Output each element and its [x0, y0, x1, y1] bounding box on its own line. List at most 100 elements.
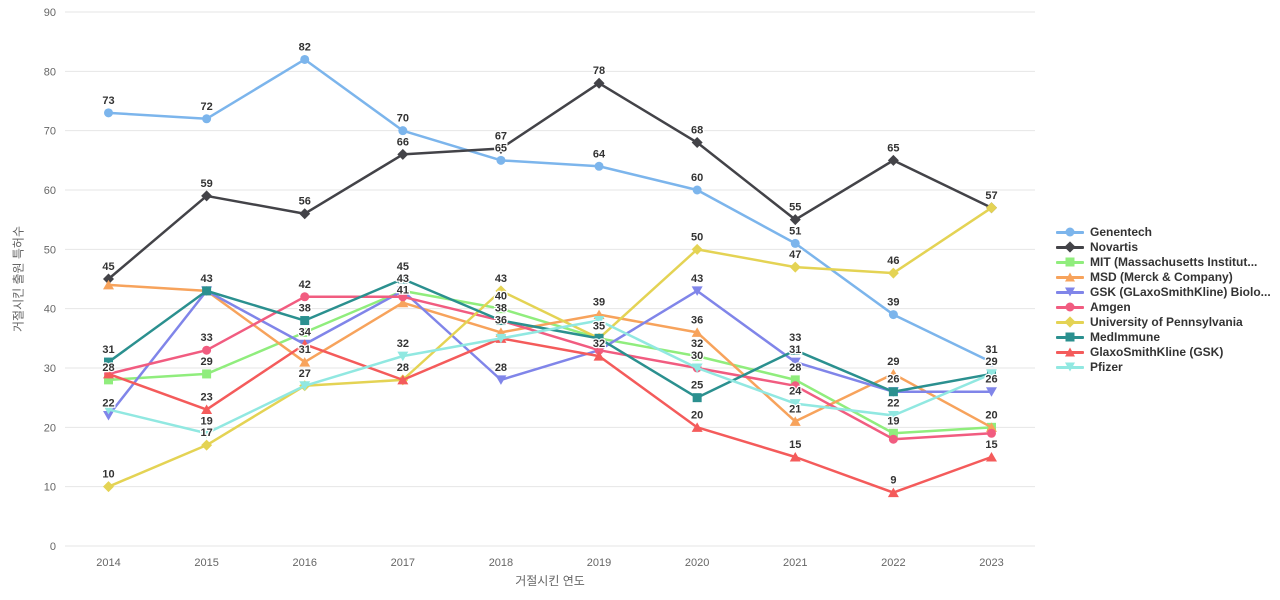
data-point-s0-x2022[interactable]	[888, 310, 898, 320]
data-point-s2-x2020[interactable]	[692, 351, 702, 361]
data-point-s1-x2018[interactable]	[495, 142, 507, 154]
data-point-s8-x2019[interactable]	[593, 351, 605, 361]
data-point-s9-x2022[interactable]	[887, 410, 899, 421]
data-point-s6-x2022[interactable]	[887, 267, 899, 279]
data-point-s2-x2018[interactable]	[496, 304, 506, 314]
data-point-s4-x2021[interactable]	[789, 357, 801, 368]
data-label-s0-x2022: 39	[887, 297, 899, 309]
data-point-s5-x2017[interactable]	[398, 292, 408, 302]
data-point-s9-x2015[interactable]	[201, 428, 213, 439]
data-point-s5-x2022[interactable]	[888, 434, 898, 444]
data-label-s2-x2020: 32	[691, 338, 703, 350]
data-point-s9-x2018[interactable]	[495, 333, 507, 344]
data-point-s0-x2019[interactable]	[594, 161, 604, 171]
data-point-s8-x2014[interactable]	[103, 368, 114, 379]
data-point-s4-x2014[interactable]	[103, 410, 114, 421]
data-point-s3-x2022[interactable]	[887, 368, 899, 379]
data-point-s0-x2018[interactable]	[496, 155, 506, 165]
data-label-s9-x2017: 32	[397, 338, 409, 350]
legend-item-7[interactable]: MedImmune	[1056, 329, 1271, 344]
data-point-s6-x2021[interactable]	[789, 261, 801, 273]
data-label-s3-x2020: 36	[691, 314, 703, 326]
legend-item-6[interactable]: University of Pennsylvania	[1056, 314, 1271, 329]
legend-item-0[interactable]: Genentech	[1056, 224, 1271, 239]
data-point-s8-x2017[interactable]	[397, 374, 409, 385]
data-point-s5-x2016[interactable]	[300, 292, 310, 302]
data-point-s4-x2020[interactable]	[691, 286, 703, 296]
data-point-s9-x2020[interactable]	[691, 363, 703, 374]
data-point-s1-x2022[interactable]	[887, 154, 899, 166]
data-point-s7-x2020[interactable]	[692, 393, 702, 403]
data-point-s3-x2023[interactable]	[985, 422, 997, 432]
legend-item-5[interactable]: Amgen	[1056, 299, 1271, 314]
series-line-8	[108, 337, 992, 494]
data-point-s6-x2015[interactable]	[201, 439, 213, 451]
legend-item-4[interactable]: GSK (GLaxoSmithKline) Biolo...	[1056, 284, 1271, 299]
data-point-s2-x2014[interactable]	[104, 375, 113, 385]
data-point-s7-x2015[interactable]	[202, 286, 212, 296]
data-label-s6-x2023: 57	[985, 190, 997, 202]
data-point-s1-x2017[interactable]	[397, 148, 409, 160]
data-point-s9-x2014[interactable]	[103, 405, 114, 415]
legend-item-1[interactable]: Novartis	[1056, 239, 1271, 254]
data-point-s8-x2022[interactable]	[887, 487, 899, 498]
data-point-s3-x2014[interactable]	[103, 279, 114, 290]
data-point-s2-x2015[interactable]	[202, 369, 212, 379]
data-point-s1-x2019[interactable]	[593, 77, 605, 89]
data-point-s9-x2016[interactable]	[299, 381, 311, 391]
data-point-s7-x2019[interactable]	[594, 333, 604, 343]
data-point-s5-x2023[interactable]	[986, 428, 996, 438]
data-point-s8-x2023[interactable]	[985, 452, 997, 462]
data-point-s1-x2021[interactable]	[789, 214, 801, 226]
data-point-s0-x2017[interactable]	[398, 126, 408, 136]
legend-item-3[interactable]: MSD (Merck & Company)	[1056, 269, 1271, 284]
data-point-s7-x2018[interactable]	[496, 316, 506, 326]
data-label-s7-x2017: 45	[397, 261, 409, 273]
legend-item-8[interactable]: GlaxoSmithKline (GSK)	[1056, 344, 1271, 359]
legend-item-2[interactable]: MIT (Massachusetts Institut...	[1056, 254, 1271, 269]
data-point-s3-x2017[interactable]	[397, 297, 409, 308]
data-point-s8-x2020[interactable]	[691, 422, 703, 432]
data-point-s9-x2017[interactable]	[397, 351, 409, 362]
data-point-s0-x2014[interactable]	[104, 108, 113, 118]
data-point-s4-x2023[interactable]	[985, 387, 997, 397]
data-point-s3-x2016[interactable]	[299, 357, 311, 367]
data-point-s7-x2021[interactable]	[790, 345, 800, 355]
data-point-s9-x2021[interactable]	[789, 399, 801, 409]
data-point-s3-x2020[interactable]	[691, 327, 703, 337]
data-point-s8-x2016[interactable]	[299, 339, 311, 349]
data-point-s6-x2023[interactable]	[985, 202, 997, 214]
data-point-s1-x2020[interactable]	[691, 137, 703, 149]
data-point-s0-x2016[interactable]	[300, 54, 310, 64]
data-point-s9-x2019[interactable]	[593, 316, 605, 326]
data-point-s6-x2014[interactable]	[103, 481, 114, 493]
data-point-s7-x2022[interactable]	[888, 387, 898, 397]
data-point-s7-x2017[interactable]	[398, 274, 408, 284]
data-point-s5-x2021[interactable]	[790, 381, 800, 391]
data-point-s2-x2021[interactable]	[790, 375, 800, 385]
data-point-s0-x2015[interactable]	[202, 114, 212, 124]
data-point-s4-x2018[interactable]	[495, 375, 507, 385]
data-point-s4-x2017[interactable]	[397, 286, 409, 296]
data-point-s5-x2019[interactable]	[594, 345, 604, 355]
legend-item-9[interactable]: Pfizer	[1056, 359, 1271, 374]
data-point-s0-x2023[interactable]	[986, 357, 996, 367]
data-point-s9-x2023[interactable]	[985, 369, 997, 379]
data-point-s0-x2021[interactable]	[790, 238, 800, 248]
data-point-s8-x2021[interactable]	[789, 452, 801, 462]
data-point-s1-x2016[interactable]	[299, 208, 311, 220]
data-point-s7-x2014[interactable]	[104, 357, 113, 367]
data-point-s1-x2014[interactable]	[103, 273, 114, 285]
data-point-s5-x2015[interactable]	[202, 345, 212, 355]
data-point-s7-x2016[interactable]	[300, 316, 310, 326]
data-point-s0-x2020[interactable]	[692, 185, 702, 195]
data-point-s8-x2015[interactable]	[201, 404, 213, 415]
data-point-s6-x2018[interactable]	[495, 285, 507, 297]
data-label-s0-x2020: 60	[691, 172, 703, 184]
data-point-s6-x2020[interactable]	[691, 243, 703, 255]
data-point-s2-x2016[interactable]	[300, 327, 310, 337]
data-point-s3-x2021[interactable]	[789, 416, 801, 426]
data-point-s2-x2022[interactable]	[888, 428, 898, 438]
data-point-s1-x2015[interactable]	[201, 190, 213, 202]
